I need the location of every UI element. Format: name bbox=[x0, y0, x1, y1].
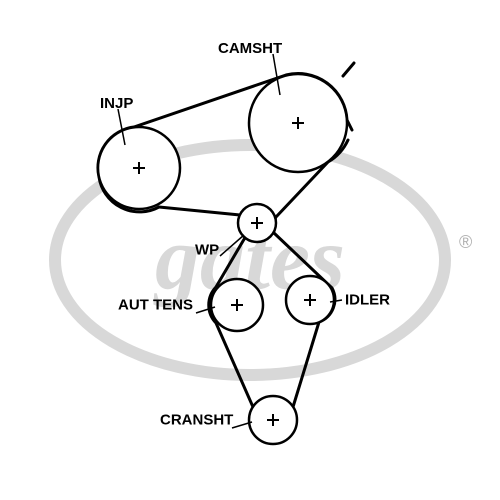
pulleys-group bbox=[98, 74, 347, 444]
label-idler: IDLER bbox=[345, 292, 390, 309]
label-wp: WP bbox=[195, 242, 219, 259]
trademark-symbol: ® bbox=[459, 232, 472, 253]
label-injp: INJP bbox=[100, 95, 133, 112]
diagram-layer bbox=[0, 0, 500, 500]
timing-tick bbox=[343, 63, 354, 76]
belt-diagram-container: gates CAMSHT INJP WP AUT TENS IDLER CRAN… bbox=[0, 0, 500, 500]
label-auttens: AUT TENS bbox=[118, 297, 193, 314]
label-cransht: CRANSHT bbox=[160, 412, 233, 429]
label-camsht: CAMSHT bbox=[218, 40, 282, 57]
